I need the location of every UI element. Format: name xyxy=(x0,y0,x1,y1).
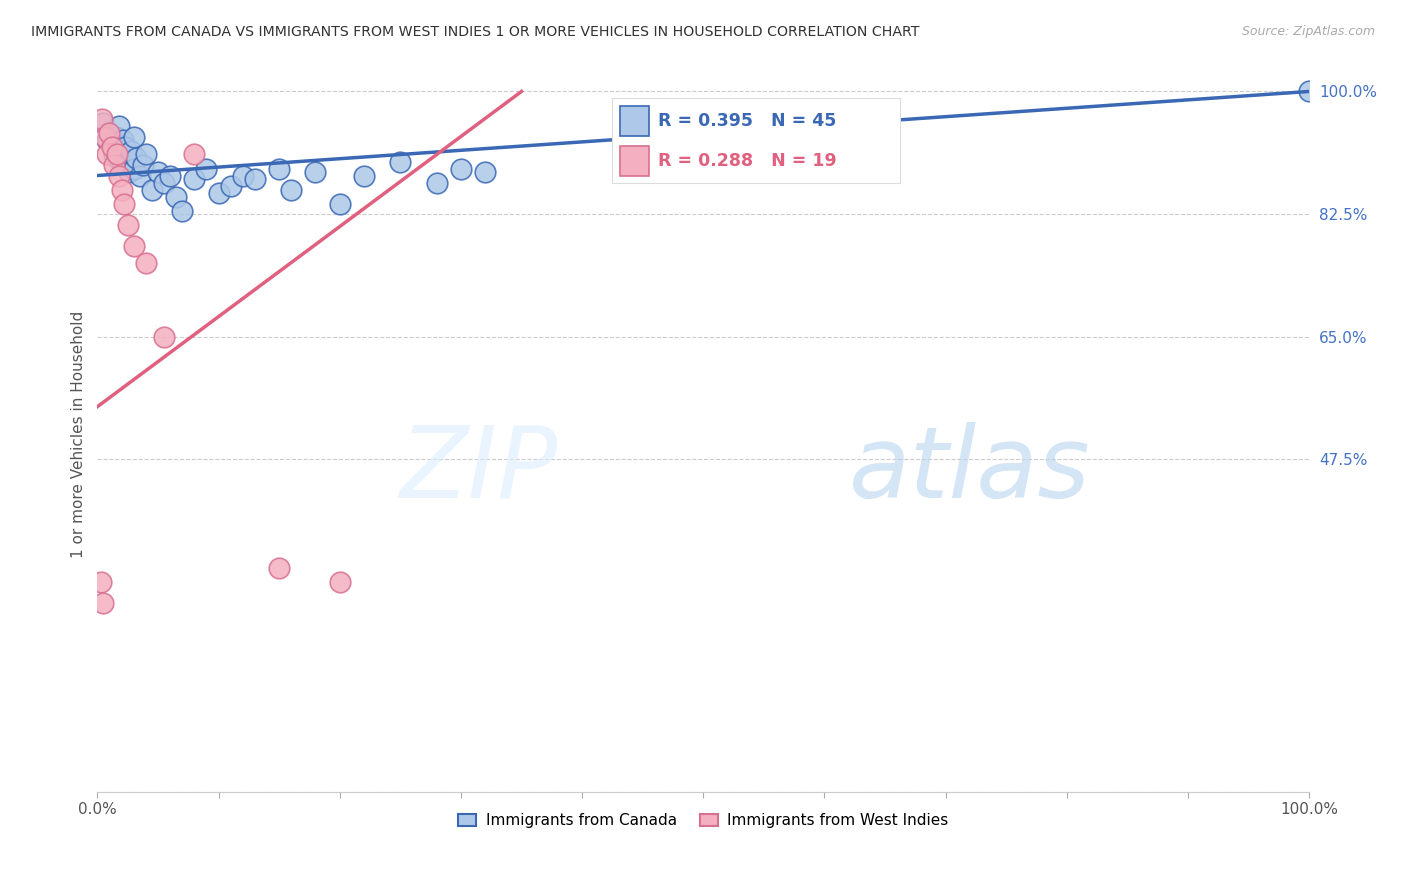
Point xyxy=(172,203,194,218)
Point xyxy=(269,561,291,575)
Point xyxy=(122,161,145,176)
Point xyxy=(219,179,242,194)
Text: ZIP: ZIP xyxy=(399,422,558,519)
Point xyxy=(1298,85,1320,99)
Point xyxy=(450,161,472,176)
Point xyxy=(114,140,136,154)
Legend: Immigrants from Canada, Immigrants from West Indies: Immigrants from Canada, Immigrants from … xyxy=(451,807,955,834)
Point xyxy=(108,120,131,134)
Point xyxy=(112,196,135,211)
Point xyxy=(101,140,124,154)
Point xyxy=(232,169,254,183)
Point xyxy=(353,169,375,183)
Bar xyxy=(620,145,650,176)
Point xyxy=(90,574,112,589)
Point xyxy=(96,147,118,161)
Point xyxy=(112,147,135,161)
Point xyxy=(101,136,124,151)
Text: atlas: atlas xyxy=(849,422,1090,519)
Point xyxy=(105,147,128,161)
Point xyxy=(153,176,176,190)
Point xyxy=(304,165,326,179)
Point xyxy=(243,172,266,186)
Point xyxy=(108,169,131,183)
Point xyxy=(132,158,155,172)
Point xyxy=(118,165,141,179)
Point xyxy=(93,130,115,145)
Y-axis label: 1 or more Vehicles in Household: 1 or more Vehicles in Household xyxy=(72,311,86,558)
Text: Source: ZipAtlas.com: Source: ZipAtlas.com xyxy=(1241,25,1375,38)
Point xyxy=(105,151,128,165)
Point xyxy=(389,154,412,169)
Text: R = 0.288   N = 19: R = 0.288 N = 19 xyxy=(658,152,837,169)
Point xyxy=(122,130,145,145)
Point xyxy=(141,182,163,196)
Point xyxy=(135,256,157,270)
Point xyxy=(103,147,125,161)
Point xyxy=(110,182,132,196)
Point xyxy=(474,165,496,179)
Point xyxy=(91,112,114,127)
Point xyxy=(107,140,129,154)
Point xyxy=(195,161,218,176)
Point xyxy=(183,172,205,186)
Point xyxy=(153,329,176,343)
Point xyxy=(165,189,187,203)
Point xyxy=(98,127,121,141)
Text: IMMIGRANTS FROM CANADA VS IMMIGRANTS FROM WEST INDIES 1 OR MORE VEHICLES IN HOUS: IMMIGRANTS FROM CANADA VS IMMIGRANTS FRO… xyxy=(31,25,920,39)
Point xyxy=(117,218,139,232)
Point xyxy=(183,147,205,161)
Point xyxy=(111,133,134,147)
Point xyxy=(329,196,352,211)
Point xyxy=(329,574,352,589)
Point xyxy=(120,144,142,158)
Text: R = 0.395   N = 45: R = 0.395 N = 45 xyxy=(658,112,837,130)
Point xyxy=(207,186,229,200)
Point xyxy=(269,161,291,176)
Point xyxy=(122,238,145,252)
Point xyxy=(98,127,121,141)
Point xyxy=(125,151,148,165)
Bar xyxy=(620,106,650,136)
Point xyxy=(426,176,449,190)
Point xyxy=(104,130,127,145)
Point xyxy=(159,169,181,183)
Point xyxy=(280,182,302,196)
Point xyxy=(110,144,132,158)
Point xyxy=(117,154,139,169)
Point xyxy=(146,165,169,179)
Point xyxy=(135,147,157,161)
Point xyxy=(93,596,115,610)
Point xyxy=(93,116,115,130)
Point xyxy=(103,158,125,172)
Point xyxy=(110,154,132,169)
Point xyxy=(128,169,150,183)
Point xyxy=(96,133,118,147)
